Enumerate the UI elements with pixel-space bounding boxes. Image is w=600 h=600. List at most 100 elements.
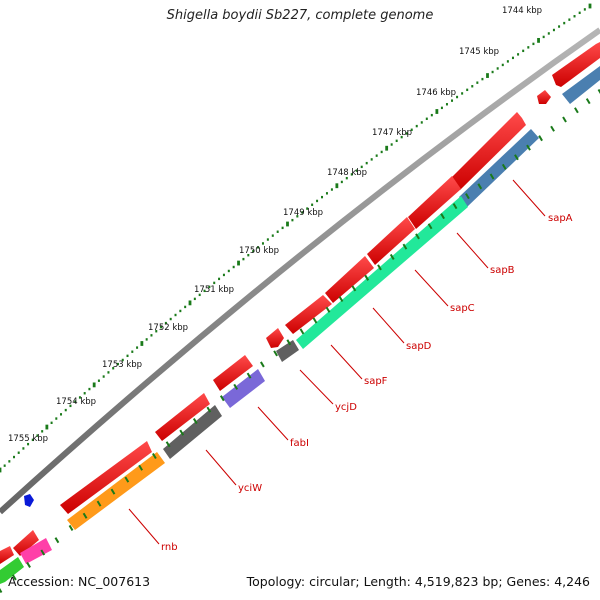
inner-tick (514, 154, 519, 161)
leader-line (372, 307, 405, 344)
inner-tick (192, 418, 198, 425)
ruler-minor-tick (370, 158, 373, 161)
ruler-track (0, 3, 592, 473)
ruler-minor-tick (461, 92, 464, 95)
ruler-minor-tick (350, 173, 353, 176)
feature-marker-icon[interactable] (24, 494, 34, 507)
ruler-minor-tick (291, 218, 294, 222)
ruler-minor-tick (227, 269, 230, 273)
gene-block[interactable] (0, 557, 24, 584)
ruler-minor-tick (506, 60, 509, 63)
gene-block-rnb[interactable] (67, 452, 165, 530)
inner-tick (415, 233, 420, 240)
gene-block[interactable] (20, 538, 52, 564)
ruler-minor-tick (578, 11, 581, 15)
ruler-minor-tick (552, 28, 555, 32)
cds-arrow[interactable] (13, 530, 39, 556)
cds-arrow[interactable] (266, 328, 284, 348)
gene-label[interactable]: ycjD (335, 402, 357, 413)
ruler-major-tick (188, 300, 192, 306)
ruler-major-tick (237, 260, 240, 266)
cds-arrow[interactable] (451, 112, 526, 190)
gene-block-ycjD[interactable] (276, 340, 299, 362)
ruler-minor-tick (476, 81, 479, 84)
inner-tick (377, 264, 382, 271)
gene-label[interactable]: sapF (364, 376, 388, 387)
inner-tick (124, 476, 130, 483)
inner-tick (427, 223, 433, 230)
gene-label[interactable]: rnb (161, 542, 178, 553)
inner-tick (0, 588, 3, 594)
leader-line (128, 508, 160, 545)
ruler-minor-tick (410, 128, 413, 131)
gene-block-sapA[interactable] (562, 66, 600, 104)
leader-line (512, 179, 546, 217)
ruler-minor-tick (330, 188, 333, 191)
ruler-minor-tick (281, 226, 284, 230)
ruler-major-tick (0, 467, 2, 473)
leader-line (299, 369, 334, 405)
ruler-minor-tick (542, 35, 545, 39)
gene-block-sapA[interactable] (459, 129, 539, 207)
cds-arrow[interactable] (285, 295, 332, 334)
inner-tick (260, 361, 265, 368)
ruler-minor-tick (184, 305, 187, 309)
ruler-minor-tick (102, 375, 105, 378)
ruler-labels: 1744 kbp 1745 kbp 1746 kbp 1747 kbp 1748… (8, 6, 542, 444)
cds-arrow[interactable] (552, 42, 600, 87)
ruler-label: 1751 kbp (194, 285, 234, 295)
gene-label[interactable]: sapD (406, 341, 432, 352)
cds-arrow[interactable] (60, 441, 152, 514)
ruler-minor-tick (400, 135, 403, 139)
inner-tick (325, 306, 331, 313)
gene-block-fabI[interactable] (222, 369, 265, 408)
ruler-minor-tick (17, 451, 20, 454)
inner-tick (338, 295, 344, 303)
cds-arrow[interactable] (537, 90, 551, 104)
inner-tick (206, 406, 212, 413)
ruler-major-tick (486, 73, 489, 78)
cds-arrow[interactable] (0, 546, 14, 564)
cds-arrow[interactable] (408, 176, 461, 229)
gene-label[interactable]: sapC (450, 303, 475, 314)
inner-tick (96, 500, 102, 507)
ruler-minor-tick (155, 330, 158, 333)
cds-arrow[interactable] (325, 256, 374, 303)
ruler-minor-tick (36, 434, 39, 437)
gene-block-sap-operon[interactable] (296, 196, 468, 349)
ruler-minor-tick (208, 285, 211, 289)
inner-tick (246, 372, 252, 379)
inner-tick (477, 183, 483, 190)
genome-backbone (0, 27, 600, 515)
ruler-label: 1747 kbp (372, 128, 412, 138)
gene-block-yciW[interactable] (163, 405, 222, 459)
ruler-minor-tick (218, 277, 221, 281)
gene-label[interactable]: sapB (490, 265, 515, 276)
ruler-minor-tick (145, 338, 148, 341)
inner-tick (562, 116, 567, 123)
gene-label[interactable]: fabI (290, 438, 309, 449)
ruler-label: 1744 kbp (502, 6, 542, 16)
ruler-minor-tick (126, 354, 129, 358)
ruler-minor-tick (425, 117, 428, 120)
ruler-minor-tick (261, 242, 264, 245)
ruler-minor-tick (395, 139, 398, 143)
ruler-minor-tick (420, 121, 423, 124)
ruler-minor-tick (325, 192, 328, 195)
inner-tick (82, 512, 88, 519)
ruler-minor-tick (301, 211, 304, 214)
ruler-major-tick (45, 424, 49, 430)
gene-label[interactable]: sapA (548, 213, 573, 224)
cds-arrow[interactable] (155, 393, 210, 441)
ruler-minor-tick (547, 32, 550, 35)
ruler-minor-tick (174, 313, 177, 317)
gene-label[interactable]: yciW (238, 483, 262, 494)
cds-arrow[interactable] (367, 217, 415, 265)
inner-tick (54, 537, 60, 544)
ruler-minor-tick (55, 417, 58, 420)
ruler-minor-tick (252, 250, 255, 253)
inner-tick (452, 203, 458, 210)
ruler-minor-tick (311, 203, 314, 206)
cds-arrow[interactable] (213, 355, 253, 391)
